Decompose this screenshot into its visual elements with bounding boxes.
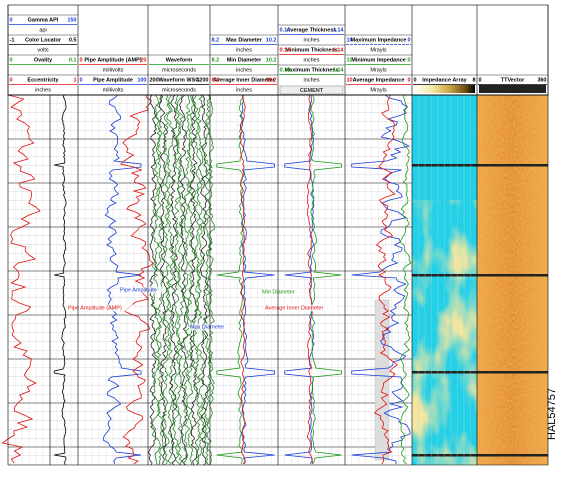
curve-unit: inches bbox=[236, 87, 252, 93]
scale-right: 360 bbox=[537, 77, 546, 83]
curve-unit: Mrayls bbox=[370, 47, 386, 53]
scale-right: 8 bbox=[472, 77, 475, 83]
curve-unit: millivolts bbox=[103, 67, 124, 73]
curve-name: Waveform bbox=[166, 57, 192, 63]
scale-right: 10.2 bbox=[266, 77, 277, 83]
cement-column bbox=[375, 300, 389, 460]
curve-name: Maximum Impedance bbox=[351, 37, 407, 43]
well-log: Pipe Amplitude Pipe Amplitude (AMP) Min Di… bbox=[0, 0, 564, 495]
scale-right: 1.14 bbox=[333, 67, 345, 73]
curve-name: Minimum Thickness bbox=[285, 47, 338, 53]
curve-name: Pipe Amplitude bbox=[93, 77, 133, 83]
scale-left: 0.14 bbox=[280, 47, 292, 53]
min-diameter-curve bbox=[217, 95, 244, 464]
curve-name: Maximum Thickness bbox=[285, 67, 339, 73]
ccl-curve bbox=[54, 95, 66, 465]
scale-left: 10 bbox=[347, 57, 353, 63]
curve-unit: api bbox=[39, 27, 46, 33]
scale-left: 0.14 bbox=[280, 67, 292, 73]
curve-unit: inches bbox=[236, 67, 252, 73]
curve-unit: inches bbox=[304, 77, 320, 83]
collar-band bbox=[412, 164, 548, 167]
scale-right: 0 bbox=[407, 37, 410, 43]
scale-right: 10.2 bbox=[266, 57, 277, 63]
curve-name: Impedance Array bbox=[422, 77, 467, 83]
waveform-trace bbox=[203, 95, 212, 465]
figure-id: HAL54757 bbox=[546, 388, 558, 440]
scale-right: 1.14 bbox=[333, 27, 345, 33]
scale-right: 0 bbox=[407, 57, 410, 63]
annotation: Pipe Amplitude (AMP) bbox=[68, 305, 122, 311]
scale-right: 0.5 bbox=[69, 37, 77, 43]
scale-left: -1 bbox=[10, 37, 15, 43]
scale-left: 8.2 bbox=[212, 77, 220, 83]
scale-right: 1 bbox=[73, 77, 76, 83]
curve-unit: inches bbox=[304, 57, 320, 63]
curve-name: Pipe Amplitude (AMP) bbox=[84, 57, 141, 63]
pipe-amp-curve bbox=[103, 95, 141, 464]
scale-left: 0 bbox=[414, 77, 417, 83]
scale-right: 10.2 bbox=[266, 37, 277, 43]
scale-right: 1.14 bbox=[333, 47, 345, 53]
curve-name: TTVector bbox=[501, 77, 525, 83]
scale-left: 0 bbox=[479, 77, 482, 83]
waveform-trace bbox=[200, 95, 208, 465]
curve-unit: microseconds bbox=[162, 87, 196, 93]
scale-left: 200 bbox=[150, 77, 159, 83]
scale-left: 0 bbox=[80, 57, 83, 63]
annotation: Min Diameter bbox=[262, 289, 295, 295]
curve-unit: microseconds bbox=[162, 67, 196, 73]
scale-left: 0 bbox=[10, 57, 13, 63]
collar-band bbox=[412, 274, 548, 277]
log-body: Pipe Amplitude Pipe Amplitude (AMP) Min Di… bbox=[2, 85, 548, 465]
scale-right: 100 bbox=[137, 77, 146, 83]
curve-name: Eccentricity bbox=[27, 77, 59, 83]
max-diameter-curve bbox=[241, 95, 275, 464]
impedance-key bbox=[414, 85, 475, 93]
collar-band bbox=[412, 454, 548, 457]
scale-left: 0.14 bbox=[280, 27, 292, 33]
scale-left: 0 bbox=[80, 77, 83, 83]
curve-name: Color Locator bbox=[25, 37, 62, 43]
curve-name: Max Diameter bbox=[226, 37, 263, 43]
annotation: Average Inner Diameter bbox=[265, 305, 323, 311]
curve-unit: volts bbox=[37, 47, 49, 53]
curve-name: Average Impedance bbox=[353, 77, 405, 83]
curve-name: Min Diameter bbox=[227, 57, 262, 63]
scale-right: 0 bbox=[407, 77, 410, 83]
scale-right: 1200 bbox=[196, 77, 208, 83]
waveform-trace bbox=[149, 95, 157, 465]
curve-unit: inches bbox=[35, 87, 51, 93]
curve-name: Waveform WSG bbox=[158, 77, 199, 83]
curve-name: Average Thickness bbox=[287, 27, 337, 33]
annotation: Max Diameter bbox=[190, 324, 224, 330]
scale-left: 8.2 bbox=[212, 57, 220, 63]
curve-unit: Mrayls bbox=[370, 67, 386, 73]
scale-left: 10 bbox=[347, 77, 353, 83]
scale-left: 8.2 bbox=[212, 37, 220, 43]
waveform-trace bbox=[176, 95, 184, 465]
scale-left: 0 bbox=[10, 17, 13, 23]
scale-right: 150 bbox=[67, 17, 76, 23]
scale-left: 0 bbox=[10, 77, 13, 83]
curve-unit: Mrayls bbox=[370, 87, 386, 93]
annotation: Pipe Amplitude bbox=[120, 287, 157, 293]
ttvector-grain bbox=[477, 95, 548, 465]
scale-right: 20 bbox=[140, 57, 146, 63]
curve-unit: millivolts bbox=[103, 87, 124, 93]
max-thickness-curve bbox=[311, 95, 342, 464]
ttvector-key bbox=[479, 85, 546, 93]
curve-name: Ovality bbox=[34, 57, 53, 63]
scale-right: 0.1 bbox=[69, 57, 77, 63]
scale-left: 10 bbox=[347, 37, 353, 43]
cement-label: CEMENT bbox=[300, 88, 324, 94]
waveform-trace bbox=[180, 95, 188, 465]
collar-band bbox=[412, 371, 548, 374]
curve-name: Gamma API bbox=[28, 17, 59, 23]
curve-name: Minimum Impedance bbox=[351, 57, 405, 63]
curve-unit: inches bbox=[304, 37, 320, 43]
curve-unit: inches bbox=[236, 47, 252, 53]
avg-inner-diameter-curve bbox=[240, 95, 245, 464]
